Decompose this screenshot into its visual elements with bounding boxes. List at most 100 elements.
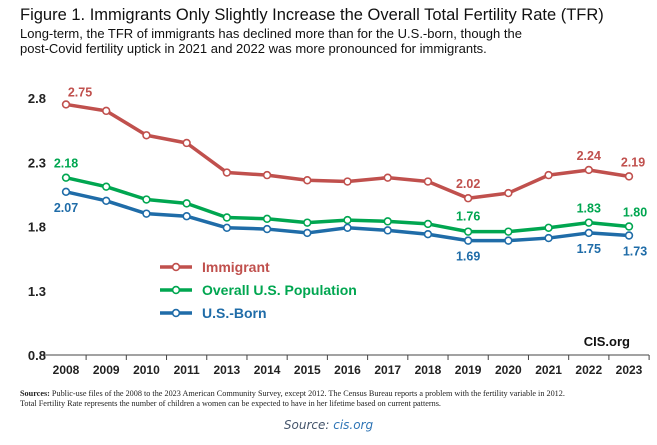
- series-u-s-born: 2.07 1.69 1.75 1.73: [54, 187, 647, 264]
- legend-swatch-marker: [171, 308, 181, 318]
- data-point: [584, 218, 593, 227]
- x-tick-label: 2021: [535, 363, 562, 377]
- data-point: [182, 199, 191, 208]
- data-point: [624, 172, 634, 181]
- data-point: [61, 173, 71, 182]
- data-point: [383, 226, 392, 235]
- x-tick-label: 2018: [415, 363, 442, 377]
- data-label: 2.24: [577, 149, 601, 163]
- data-point: [262, 170, 272, 180]
- data-point: [142, 131, 151, 140]
- data-point: [463, 227, 473, 236]
- data-point: [343, 177, 352, 186]
- y-tick-label: 2.3: [28, 155, 46, 170]
- data-point: [544, 233, 553, 243]
- sources-line-1: Public-use files of the 2008 to the 2023…: [51, 389, 565, 398]
- data-point: [504, 227, 513, 236]
- data-point: [423, 230, 433, 239]
- data-point: [182, 212, 191, 221]
- y-tick-label: 2.8: [28, 91, 46, 106]
- data-point: [423, 219, 433, 229]
- data-point: [102, 182, 111, 191]
- data-point: [262, 224, 272, 234]
- data-point: [303, 218, 312, 227]
- legend-swatch-marker: [171, 262, 181, 272]
- caption-label: Source:: [283, 418, 334, 432]
- watermark-text: CIS.org: [584, 334, 630, 349]
- legend-label: Overall U.S. Population: [202, 282, 357, 298]
- x-axis-ticks: 2008 2009 2010 2011 2013 2014 2015 2016 2017 2018…: [53, 355, 650, 377]
- data-point: [102, 106, 111, 116]
- y-tick-label: 0.8: [28, 348, 46, 363]
- legend-label: U.S.-Born: [202, 305, 267, 321]
- y-tick-label: 1.3: [28, 284, 46, 299]
- legend-item: U.S.-Born: [160, 305, 267, 321]
- chart-title: Figure 1. Immigrants Only Slightly Incre…: [20, 6, 604, 24]
- legend: Immigrant Overall U.S. Population U.S.-Bor…: [160, 259, 357, 321]
- subtitle-line-2: post-Covid fertility uptick in 2021 and …: [20, 41, 487, 56]
- sources-line-2: Total Fertility Rate represents the numb…: [20, 399, 441, 408]
- data-point: [61, 100, 71, 109]
- x-tick-label: 2014: [254, 363, 281, 377]
- legend-label: Immigrant: [202, 259, 270, 275]
- line-chart: 2.8 2.3 1.8 1.3 0.8 2008 2009 2010 2011 2013 2014…: [28, 85, 650, 377]
- data-point: [222, 168, 232, 177]
- series-layer: 2.75 2.02 2.24 2.19 2.18 1.76 1.83 1.80 2.07 1.69…: [54, 85, 647, 263]
- data-point: [504, 188, 513, 198]
- data-point: [584, 228, 593, 238]
- data-label: 1.80: [623, 206, 647, 220]
- data-point: [383, 217, 392, 226]
- data-label: 1.76: [456, 210, 480, 224]
- data-point: [463, 194, 473, 203]
- data-point: [343, 223, 352, 232]
- data-label: 1.75: [577, 242, 601, 256]
- data-point: [383, 173, 392, 182]
- x-tick-label: 2013: [214, 363, 241, 377]
- x-tick-label: 2016: [334, 363, 361, 377]
- data-point: [544, 170, 553, 180]
- data-label: 1.83: [577, 202, 601, 216]
- sources-label: Sources:: [20, 389, 50, 398]
- x-tick-label: 2020: [495, 363, 522, 377]
- data-point: [142, 209, 151, 218]
- data-label: 2.18: [54, 157, 78, 171]
- x-tick-label: 2008: [53, 363, 80, 377]
- data-point: [343, 215, 352, 225]
- data-label: 2.75: [68, 85, 92, 99]
- subtitle-line-1: Long-term, the TFR of immigrants has dec…: [20, 26, 522, 41]
- data-point: [61, 187, 71, 197]
- data-point: [262, 214, 272, 223]
- data-label: 2.02: [456, 177, 480, 191]
- x-tick-label: 2010: [133, 363, 160, 377]
- data-point: [584, 165, 593, 175]
- source-link[interactable]: cis.org: [333, 418, 374, 432]
- series-immigrant: 2.75 2.02 2.24 2.19: [61, 85, 645, 203]
- data-point: [624, 231, 634, 240]
- x-tick-label: 2017: [374, 363, 401, 377]
- chart-subtitle: Long-term, the TFR of immigrants has dec…: [20, 26, 620, 56]
- data-point: [544, 223, 553, 232]
- source-caption: Source: cis.org: [0, 418, 657, 432]
- series-overall-u-s-population: 2.18 1.76 1.83 1.80: [54, 157, 647, 236]
- data-point: [222, 213, 232, 222]
- x-tick-label: 2009: [93, 363, 120, 377]
- data-point: [142, 195, 151, 204]
- data-point: [182, 138, 191, 148]
- data-point: [423, 177, 433, 186]
- x-tick-label: 2015: [294, 363, 321, 377]
- legend-swatch-marker: [171, 285, 181, 295]
- data-point: [463, 236, 473, 245]
- y-axis-ticks: 2.8 2.3 1.8 1.3 0.8: [28, 91, 46, 363]
- data-label: 1.69: [456, 250, 480, 264]
- data-label: 1.73: [623, 244, 647, 258]
- data-point: [102, 196, 111, 206]
- data-point: [504, 236, 513, 245]
- legend-item: Immigrant: [160, 259, 270, 275]
- figure: Figure 1. Immigrants Only Slightly Incre…: [20, 6, 650, 408]
- data-point: [624, 222, 634, 231]
- y-tick-label: 1.8: [28, 220, 46, 235]
- data-label: 2.19: [621, 155, 645, 169]
- x-tick-label: 2011: [174, 363, 200, 377]
- x-tick-label: 2019: [455, 363, 482, 377]
- data-label: 2.07: [54, 201, 78, 215]
